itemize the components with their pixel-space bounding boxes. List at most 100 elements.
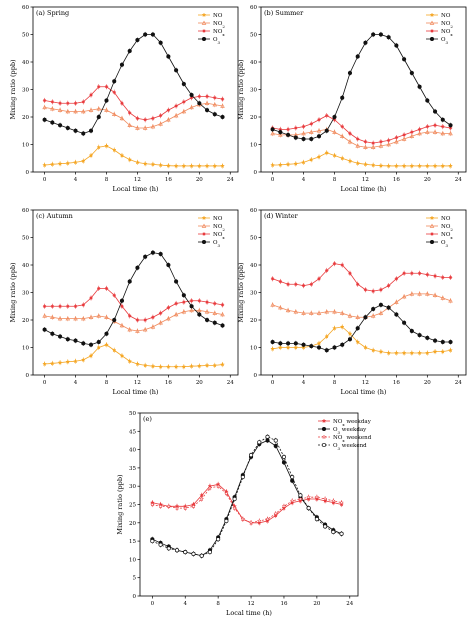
data-point <box>65 337 70 342</box>
data-point <box>371 306 376 312</box>
data-point <box>189 104 194 110</box>
data-point <box>73 101 78 105</box>
x-tick-label: 24 <box>455 177 462 183</box>
x-tick-label: 16 <box>165 380 172 386</box>
data-point <box>256 518 262 524</box>
data-point <box>363 144 368 149</box>
data-point <box>220 361 226 367</box>
data-point <box>432 129 438 134</box>
data-point <box>394 299 399 304</box>
data-point <box>174 104 178 108</box>
x-tick-label: 0 <box>151 601 155 607</box>
data-point <box>151 116 155 121</box>
data-point <box>362 161 368 167</box>
y-tick-label: 60 <box>22 208 29 214</box>
data-point <box>166 546 171 551</box>
data-point <box>425 272 430 277</box>
data-point <box>166 262 171 268</box>
data-point <box>378 349 384 354</box>
data-point <box>448 347 454 353</box>
data-point <box>80 158 86 164</box>
data-point <box>363 40 368 45</box>
data-point <box>409 163 415 169</box>
data-point <box>316 154 322 159</box>
data-point <box>204 100 210 105</box>
data-point <box>401 294 407 299</box>
legend-marker <box>321 418 327 424</box>
data-point <box>433 123 437 127</box>
data-point <box>88 107 94 112</box>
data-point <box>339 500 345 505</box>
data-point <box>199 553 204 558</box>
data-point <box>89 296 93 300</box>
chart-panel-3: 0 4 8 12 16 20 24 0 10 20 30 40 50 60 Local time (h) Mi… <box>9 208 239 396</box>
data-point <box>127 157 133 162</box>
data-point <box>278 127 283 132</box>
data-point <box>409 70 414 76</box>
y-axis-title: Mixing ratio (ppb) <box>116 474 124 535</box>
data-point <box>332 152 337 158</box>
data-point <box>88 314 94 319</box>
data-point <box>378 163 384 168</box>
data-point <box>189 163 195 169</box>
data-point <box>347 70 353 76</box>
data-point <box>181 109 187 114</box>
data-point <box>66 101 70 105</box>
data-point <box>425 291 430 296</box>
data-point <box>297 496 303 502</box>
data-point <box>57 360 63 365</box>
data-point <box>409 291 415 296</box>
data-point <box>212 163 218 169</box>
data-point <box>285 307 291 313</box>
data-point <box>143 32 148 37</box>
y-tick-label: 60 <box>250 5 257 11</box>
data-point <box>120 101 124 105</box>
legend-marker <box>201 239 207 245</box>
data-point <box>50 304 55 308</box>
data-point <box>273 511 279 516</box>
data-point <box>417 127 422 132</box>
data-point <box>248 520 254 525</box>
legend-label: O3 <box>441 240 449 248</box>
data-point <box>143 318 147 322</box>
data-point <box>386 138 391 143</box>
data-point <box>308 310 314 315</box>
data-point <box>448 123 453 128</box>
data-point <box>58 304 62 308</box>
data-point <box>57 161 63 166</box>
x-tick-label: 12 <box>248 601 255 607</box>
data-point <box>182 100 186 104</box>
data-point <box>111 347 117 353</box>
data-point <box>301 124 306 129</box>
legend-marker <box>321 434 327 440</box>
data-point <box>189 96 194 100</box>
legend-label: O3 weekend <box>333 443 367 451</box>
data-point <box>205 108 210 113</box>
y-tick-label: 30 <box>22 291 29 297</box>
plot-frame <box>139 412 359 597</box>
data-point <box>278 132 283 137</box>
x-tick-label: 4 <box>74 380 78 386</box>
data-point <box>73 338 78 343</box>
data-point <box>197 94 202 99</box>
data-point <box>205 300 209 304</box>
legend-marker <box>321 442 327 448</box>
data-point <box>149 501 155 507</box>
data-point <box>324 128 329 133</box>
data-point <box>112 90 116 94</box>
x-tick-label: 12 <box>362 177 369 183</box>
data-point <box>158 503 164 509</box>
data-point <box>301 159 307 165</box>
data-point <box>339 133 345 138</box>
data-point <box>42 361 48 367</box>
y-tick-label: 40 <box>250 263 257 269</box>
data-point <box>120 304 124 308</box>
data-point <box>278 279 283 284</box>
y-tick-label: 45 <box>129 429 136 435</box>
x-tick-label: 12 <box>362 380 369 386</box>
data-point <box>332 114 337 120</box>
data-point <box>332 309 337 314</box>
data-point <box>293 161 299 166</box>
data-point <box>73 159 79 165</box>
x-tick-label: 16 <box>393 177 400 183</box>
